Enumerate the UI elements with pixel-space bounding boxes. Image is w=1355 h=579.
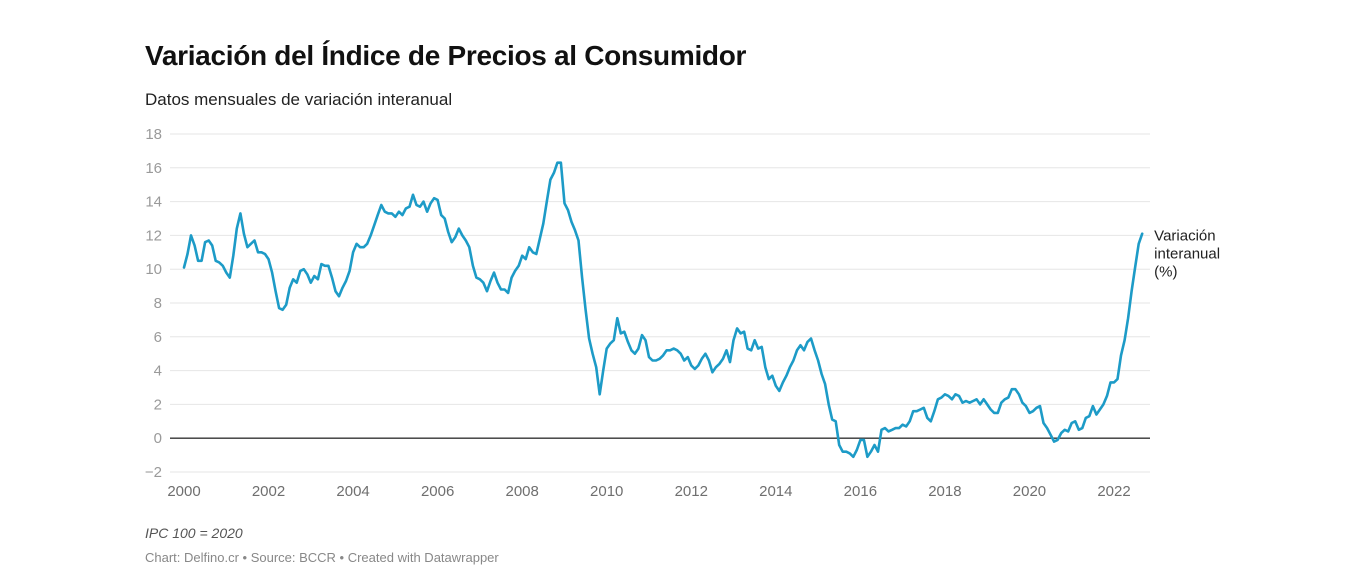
x-tick-label: 2006 <box>421 483 454 500</box>
y-tick-label: 14 <box>145 194 162 211</box>
x-tick-label: 2022 <box>1097 483 1130 500</box>
y-axis-ticks: −2 0 2 4 6 8 10 12 14 16 18 <box>145 126 162 481</box>
y-tick-label: 10 <box>145 261 162 278</box>
series-label-line: interanual <box>1154 246 1220 263</box>
x-tick-label: 2020 <box>1013 483 1046 500</box>
series-label-line: (%) <box>1154 264 1177 281</box>
y-tick-label: 6 <box>154 329 162 346</box>
y-tick-label: 2 <box>154 396 162 413</box>
x-tick-label: 2008 <box>505 483 538 500</box>
y-tick-label: 4 <box>154 363 162 380</box>
y-tick-label: 0 <box>154 430 162 447</box>
series-label: Variación interanual (%) <box>1154 228 1220 281</box>
x-tick-label: 2000 <box>167 483 200 500</box>
x-tick-label: 2016 <box>844 483 877 500</box>
y-tick-label: 16 <box>145 160 162 177</box>
chart-credits: Chart: Delfino.cr • Source: BCCR • Creat… <box>145 550 499 565</box>
y-tick-label: −2 <box>145 464 162 481</box>
y-tick-label: 12 <box>145 227 162 244</box>
x-axis-ticks: 2000 2002 2004 2006 2008 2010 2012 2014 2016 2018… <box>167 483 1130 500</box>
gridlines <box>170 133 1150 473</box>
x-tick-label: 2004 <box>336 483 369 500</box>
y-tick-label: 18 <box>145 126 162 143</box>
x-tick-label: 2018 <box>928 483 961 500</box>
x-tick-label: 2002 <box>252 483 285 500</box>
x-tick-label: 2012 <box>675 483 708 500</box>
x-tick-label: 2010 <box>590 483 623 500</box>
series-direct-label: Variación interanual (%) <box>1154 228 1220 281</box>
y-tick-label: 8 <box>154 295 162 312</box>
x-tick-label: 2014 <box>759 483 792 500</box>
series-line <box>182 161 1144 459</box>
series-label-line: Variación <box>1154 228 1215 245</box>
chart-subtitle: Datos mensuales de variación interanual <box>145 90 453 109</box>
series-layer <box>182 161 1144 459</box>
chart-title: Variación del Índice de Precios al Consu… <box>145 40 747 71</box>
chart-note: IPC 100 = 2020 <box>145 525 243 541</box>
